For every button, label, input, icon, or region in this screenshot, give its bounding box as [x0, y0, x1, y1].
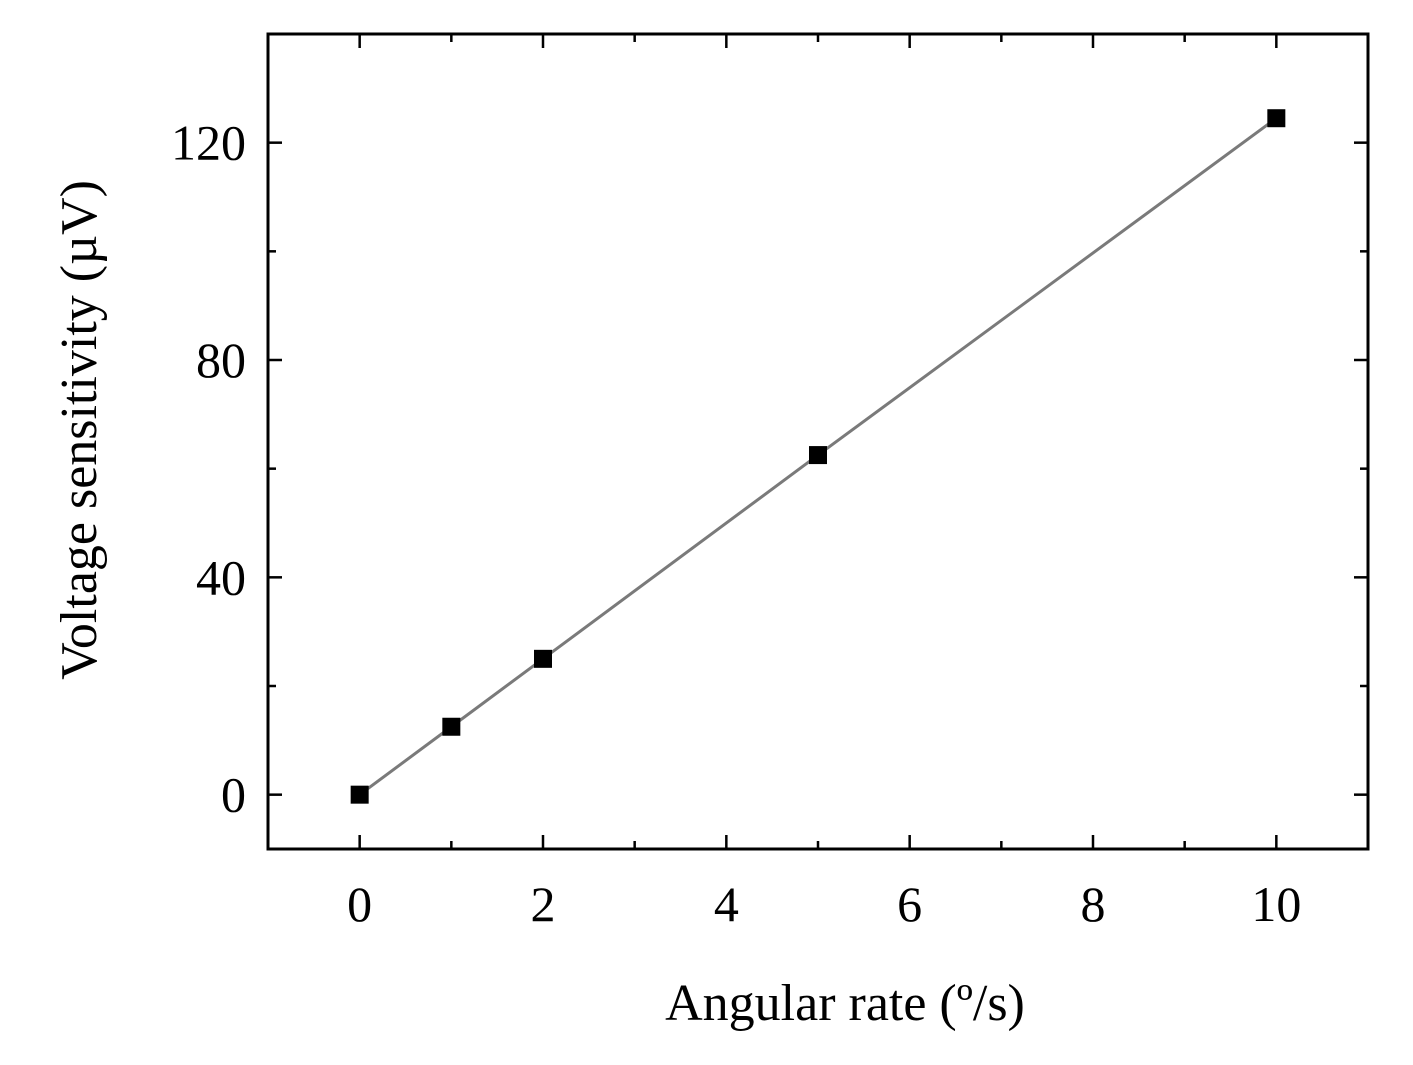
data-point [1267, 109, 1286, 128]
y-tick-label: 40 [196, 549, 246, 605]
data-point [809, 446, 827, 465]
y-axis-title: Voltage sensitivity (µV) [51, 180, 108, 680]
x-tick-label: 10 [1251, 876, 1301, 932]
data-point [350, 785, 369, 804]
x-tick-label: 2 [531, 876, 556, 932]
y-tick-label: 120 [171, 115, 246, 171]
y-tick-label: 0 [221, 767, 246, 823]
x-tick-label: 6 [897, 876, 922, 932]
x-tick-label: 8 [1081, 876, 1106, 932]
ticks [268, 34, 1368, 849]
data-point [442, 717, 461, 736]
markers [350, 109, 1286, 804]
x-tick-label: 0 [347, 876, 372, 932]
y-tick-label: 80 [196, 332, 246, 388]
x-axis-title: Angular rate (º/s) [665, 975, 1025, 1032]
plot-frame [266, 32, 1370, 851]
tick-labels: 0 2 4 6 8 10 0 40 80 120 [171, 115, 1301, 932]
x-tick-label: 4 [714, 876, 739, 932]
data-point [534, 649, 552, 668]
